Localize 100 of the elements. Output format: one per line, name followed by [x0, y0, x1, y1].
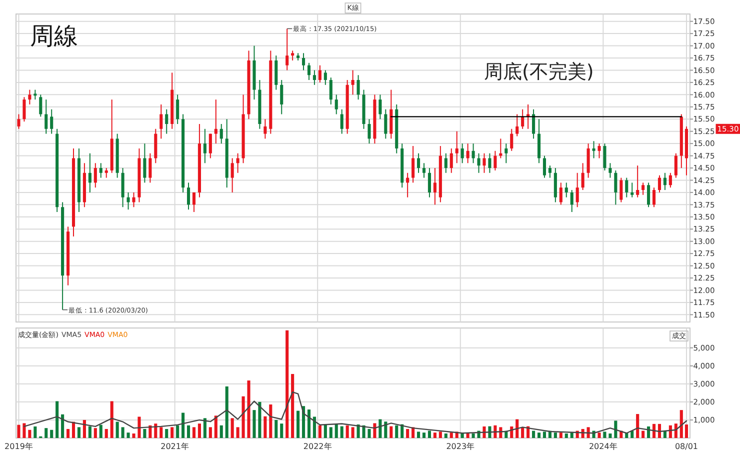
bar — [242, 396, 245, 438]
bar — [356, 424, 360, 438]
candlestick — [132, 192, 136, 208]
x-tick-label: 2024年 — [588, 442, 618, 451]
bar — [121, 427, 124, 438]
candlestick — [34, 89, 37, 100]
candlestick — [477, 152, 480, 174]
candlestick — [663, 172, 666, 190]
candlestick — [99, 162, 102, 178]
candlestick — [564, 182, 568, 198]
candlestick — [642, 182, 645, 196]
bar — [132, 433, 136, 438]
bar — [318, 425, 322, 438]
bar — [346, 425, 349, 438]
candlestick — [620, 177, 623, 203]
bar — [176, 425, 180, 438]
candlestick — [39, 94, 42, 118]
bar — [428, 430, 431, 438]
candlestick — [466, 143, 470, 164]
candlestick — [608, 162, 612, 178]
candlestick — [406, 172, 410, 198]
bar — [61, 414, 64, 438]
candlestick — [280, 80, 284, 115]
bar — [44, 428, 48, 438]
candlestick — [88, 152, 92, 193]
candlestick — [384, 108, 388, 140]
candlestick — [412, 146, 415, 184]
bar — [34, 426, 37, 438]
candlestick — [302, 52, 306, 71]
bar — [324, 424, 327, 438]
candlestick — [50, 108, 54, 134]
bar — [203, 418, 206, 438]
bar — [630, 430, 634, 438]
bar — [658, 424, 662, 438]
candlestick — [378, 94, 382, 120]
candlestick — [356, 74, 360, 100]
candlestick — [236, 152, 240, 174]
bar — [247, 380, 250, 438]
candlestick — [286, 28, 289, 71]
bar — [603, 432, 606, 438]
bar — [390, 426, 393, 438]
bar — [416, 432, 420, 438]
bar — [269, 404, 272, 438]
bar — [192, 427, 196, 438]
candlestick — [126, 192, 130, 210]
bar — [422, 432, 426, 438]
candlestick — [630, 182, 634, 198]
bar — [340, 426, 344, 438]
bar — [674, 424, 678, 438]
bar — [274, 420, 278, 438]
candlestick — [559, 182, 562, 206]
candlestick — [422, 162, 426, 178]
candlestick — [368, 118, 371, 144]
bar — [521, 427, 524, 438]
bar — [208, 427, 212, 438]
candlestick — [264, 118, 267, 140]
bar — [438, 432, 442, 438]
candlestick — [220, 124, 223, 144]
candlestick — [576, 172, 579, 208]
bar — [351, 427, 354, 438]
candlestick — [647, 182, 650, 208]
candlestick — [416, 152, 420, 174]
bar — [258, 402, 262, 438]
bar — [286, 330, 289, 438]
bar — [684, 424, 688, 438]
candlestick — [176, 94, 180, 124]
bar — [368, 428, 371, 438]
bar — [450, 432, 453, 438]
bar — [384, 422, 388, 438]
candlestick — [499, 138, 502, 159]
candlestick — [488, 152, 492, 174]
bar — [22, 423, 26, 438]
bar — [373, 423, 376, 438]
candlestick — [160, 104, 163, 140]
candlestick — [143, 143, 146, 184]
bar — [642, 430, 645, 438]
bar — [554, 432, 557, 438]
bar — [230, 418, 234, 438]
candlestick — [312, 70, 316, 86]
bar — [225, 386, 228, 438]
bar — [104, 428, 108, 438]
bar — [494, 425, 497, 438]
candlestick — [532, 108, 536, 140]
candlestick — [548, 165, 552, 178]
bar — [50, 430, 54, 438]
bar — [88, 426, 92, 438]
candlestick — [542, 155, 546, 178]
bar — [198, 424, 201, 438]
bar — [680, 410, 683, 438]
bar — [160, 427, 163, 438]
x-tick-label: 2022年 — [303, 442, 332, 451]
bar — [586, 427, 590, 438]
candlestick — [472, 143, 475, 164]
bar — [433, 432, 436, 438]
bar — [165, 428, 168, 438]
candlestick — [203, 128, 206, 164]
bar — [252, 410, 256, 438]
candlestick — [450, 148, 453, 174]
candlestick — [186, 182, 190, 210]
candlestick — [592, 140, 596, 159]
